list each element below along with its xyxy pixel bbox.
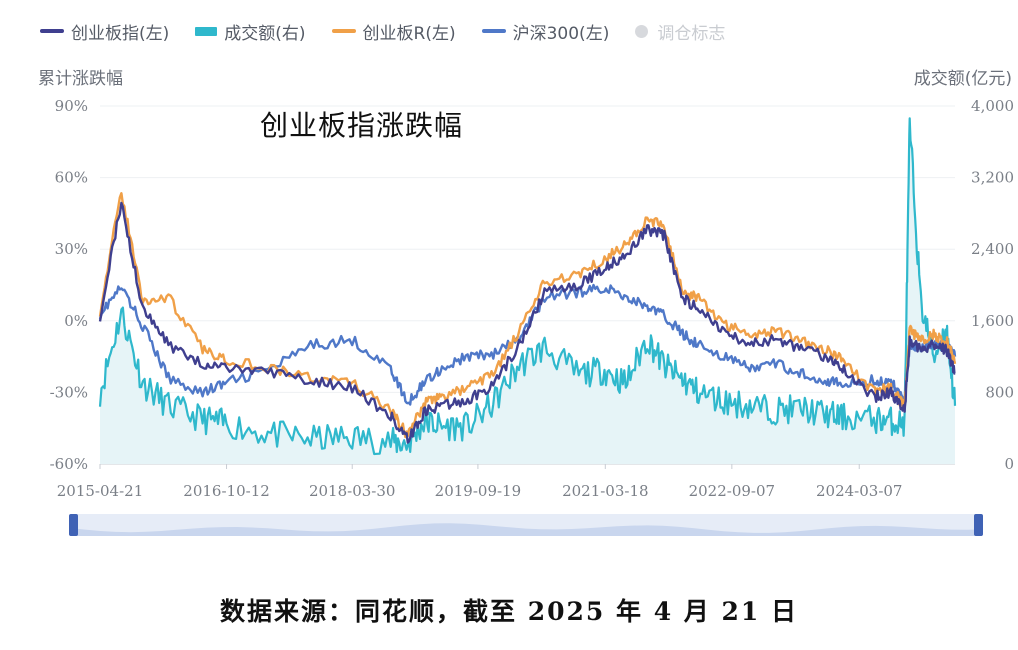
legend-label: 成交额(右) [224, 23, 306, 44]
legend-swatch-icon [331, 29, 356, 33]
y-axis-title-right: 成交额(亿元) [913, 69, 1012, 89]
volume-area-fill [100, 118, 955, 465]
legend-label: 创业板指(左) [71, 23, 170, 44]
y-tick-label-right: 3,200 [971, 169, 1014, 187]
chart-plot: 90% 60% 30% 0% -30% -60% 4,000 3,200 2,400 1,600 8… [50, 97, 1014, 500]
y-tick-label-left: -60% [50, 455, 88, 473]
legend-dot-icon [635, 24, 649, 38]
legend-item[interactable]: 沪深300(左) [481, 19, 610, 44]
legend-item[interactable]: 创业板R(左) [331, 19, 456, 44]
legend-item[interactable]: 调仓标志 [635, 19, 725, 44]
y-tick-label-left: 30% [55, 240, 88, 258]
y-tick-label-right: 800 [985, 383, 1014, 401]
legend-label: 调仓标志 [657, 23, 726, 44]
legend-item[interactable]: 创业板指(左) [40, 19, 169, 44]
chart-title: 创业板指涨跌幅 [260, 109, 464, 142]
y-tick-label-left: -30% [50, 383, 88, 401]
time-range-slider[interactable] [69, 514, 983, 536]
slider-handle-right[interactable] [974, 514, 983, 536]
legend-label: 创业板R(左) [362, 23, 456, 44]
legend-label: 沪深300(左) [512, 23, 610, 44]
y-tick-label-left: 90% [55, 97, 88, 115]
x-tick-label: 2022-09-07 [689, 482, 775, 500]
y-tick-label-left: 0% [64, 312, 88, 330]
y-tick-label-left: 60% [55, 169, 88, 187]
series-line-hs300 [98, 283, 957, 406]
legend-swatch-icon [40, 29, 64, 33]
legend-swatch-icon [481, 29, 506, 33]
y-tick-label-right: 0 [1004, 455, 1014, 473]
y-axis-title-left: 累计涨跌幅 [38, 69, 123, 89]
x-tick-label: 2015-04-21 [57, 482, 143, 500]
slider-preview-area [70, 523, 982, 536]
series-line-chinext [98, 201, 956, 444]
slider-handle-left[interactable] [69, 514, 78, 536]
data-source-note: 数据来源：同花顺，截至 2025 年 4 月 21 日 [220, 597, 798, 626]
x-tick-label: 2024-03-07 [816, 482, 902, 500]
y-tick-label-right: 4,000 [971, 97, 1014, 115]
legend-item[interactable]: 成交额(右) [195, 19, 306, 44]
legend-swatch-icon [195, 26, 218, 36]
y-tick-label-right: 2,400 [971, 240, 1014, 258]
x-tick-label: 2021-03-18 [562, 482, 648, 500]
x-tick-label: 2016-10-12 [183, 482, 269, 500]
x-tick-label: 2018-03-30 [309, 482, 395, 500]
legend: 创业板指(左) 成交额(右) 创业板R(左) 沪深300(左) 调仓标志 [40, 18, 751, 44]
y-tick-label-right: 1,600 [971, 312, 1014, 330]
series-line-volume [98, 117, 957, 456]
x-tick-label: 2019-09-19 [435, 482, 521, 500]
slider-preview [70, 523, 982, 536]
